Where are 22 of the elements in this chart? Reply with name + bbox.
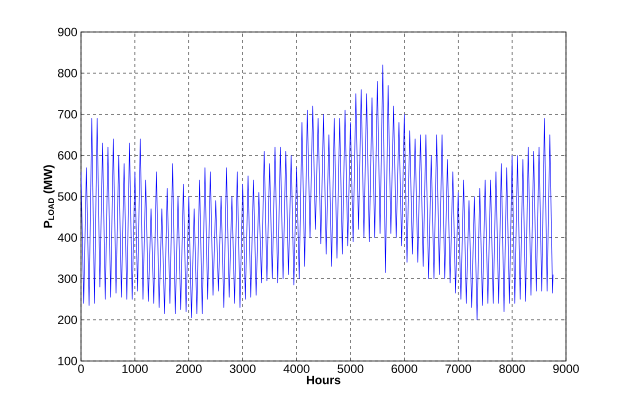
line-series (81, 64, 554, 320)
y-tick-label: 900 (58, 28, 78, 36)
y-tick-label: 700 (58, 110, 78, 118)
y-tick-label: 100 (58, 356, 78, 366)
y-tick-label: 800 (58, 68, 78, 78)
x-tick-label: 6000 (392, 364, 418, 374)
x-tick-label: 8000 (499, 364, 525, 374)
x-axis-title: Hours (306, 376, 340, 384)
x-tick-label: 7000 (445, 364, 472, 374)
x-tick-label: 2000 (176, 364, 202, 374)
x-tick-label: 3000 (230, 364, 256, 374)
y-tick-label: 500 (58, 192, 78, 201)
x-tick-label: 9000 (553, 364, 579, 374)
x-tick-label: 5000 (338, 364, 364, 374)
x-tick-label: 0 (78, 364, 84, 374)
y-tick-label: 400 (58, 233, 78, 242)
y-axis-title: P$_{LOAD}$ (MW) (43, 165, 55, 228)
y-tick-label: 300 (58, 274, 78, 283)
y-tick-label: 200 (58, 316, 78, 324)
x-tick-label: 1000 (122, 364, 148, 374)
x-tick-label: 4000 (283, 364, 310, 374)
y-tick-label: 600 (58, 151, 78, 160)
